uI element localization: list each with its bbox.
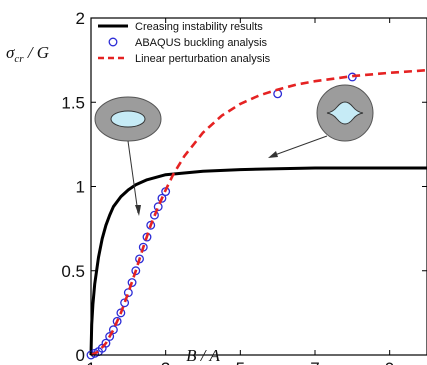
marker-abaqus-buckling-analysis [112,316,122,326]
x-axis-label: B / A [186,346,220,365]
marker-abaqus-buckling-analysis [127,278,137,287]
y-tick-label: 2 [76,9,85,28]
inset-crease-hole [268,84,374,158]
x-tick-label: 7 [310,359,319,365]
line-linear-perturbation-analysis [90,68,427,357]
inset-crease-shape [326,101,364,125]
y-axis-label: σcr / G [6,43,49,65]
marker-abaqus-buckling-analysis [120,298,130,308]
y-tick-label: 1 [76,178,85,197]
marker-abaqus-buckling-analysis [116,308,126,318]
legend-label: Linear perturbation analysis [135,53,271,65]
x-tick-label: 3 [161,359,170,365]
y-tick-label: 1.5 [61,93,85,112]
x-tick-label: 1 [86,359,95,365]
legend: Creasing instability results ABAQUS buckl… [98,21,271,65]
marker-abaqus-buckling-analysis [101,338,111,348]
marker-abaqus-buckling-analysis [105,332,115,341]
inset-arrow-head [135,205,141,216]
series-layer [86,68,427,360]
x-tick-label: 9 [385,359,394,365]
inset-arrow-head [268,151,278,158]
inset-arrow-line [271,135,328,157]
marker-abaqus-buckling-analysis [150,210,159,220]
legend-marker-abaqus-buckling-analysis [108,37,118,47]
plot-frame [90,17,427,356]
axis-ticks [90,17,427,356]
x-tick-label: 5 [236,359,245,365]
legend-label: ABAQUS buckling analysis [135,37,268,49]
inset-ellipse-hole [94,96,162,216]
marker-abaqus-buckling-analysis [153,202,163,212]
marker-abaqus-buckling-analysis [146,220,156,230]
marker-abaqus-buckling-analysis [273,89,283,99]
y-tick-label: 0 [76,346,85,365]
legend-label: Creasing instability results [135,21,263,33]
line-creasing-instability-results [89,166,427,356]
inset-arrow-line [127,140,139,214]
marker-abaqus-buckling-analysis [108,325,118,335]
inset-inner-hole [110,110,146,128]
marker-abaqus-buckling-analysis [157,193,167,203]
inset-illustrations [94,84,374,216]
axis-tick-labels: 1 3 5 7 9 0 0.5 1 1.5 2 [61,9,394,365]
y-tick-label: 0.5 [61,262,85,281]
